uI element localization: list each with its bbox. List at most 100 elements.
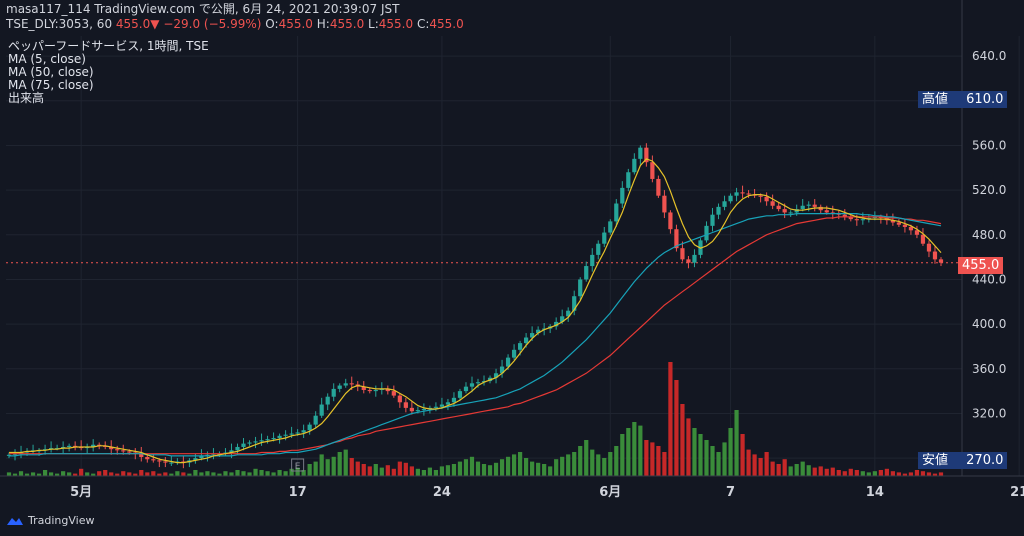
symbol-label[interactable]: TSE_DLY:3053, 60 [6, 17, 113, 31]
candle-body [638, 147, 643, 159]
candle-body [926, 243, 932, 252]
candle [566, 307, 571, 322]
volume-bar [584, 440, 589, 476]
candle-body [463, 386, 469, 392]
volume-bar [608, 452, 613, 476]
legend-volume[interactable]: 出来高 [8, 91, 45, 105]
volume-bar [6, 472, 12, 476]
candle [421, 403, 426, 416]
volume-bar [722, 442, 727, 476]
y-tick-label: 440.0 [972, 272, 1006, 286]
candle-body [692, 254, 697, 263]
volume-bar [373, 464, 378, 476]
candle [253, 436, 258, 449]
x-tick-label: 24 [433, 485, 451, 500]
candle [373, 385, 378, 397]
candle [48, 441, 54, 453]
candle [686, 256, 691, 269]
candle [590, 248, 595, 272]
candle-body [584, 266, 589, 280]
candle-body [331, 388, 336, 397]
candle [79, 440, 84, 451]
close-label: C: [416, 17, 430, 31]
candle-body [842, 214, 847, 217]
volume-bar [542, 464, 547, 476]
volume-bar [289, 468, 294, 476]
candle-body [505, 357, 511, 367]
candle-body [259, 440, 264, 442]
publish-text: masa117_114 TradingView.com で公開, 6月 24, … [6, 2, 400, 16]
volume-bar [938, 472, 944, 476]
grid-lines [6, 36, 1020, 476]
legend-ma75[interactable]: MA (75, close) [8, 78, 94, 92]
candle-body [121, 450, 126, 452]
candle [938, 257, 944, 267]
legend-title[interactable]: ペッパーフードサービス, 1時間, TSE [8, 39, 209, 53]
candle [926, 240, 932, 258]
footer-brand[interactable]: TradingView [6, 514, 94, 527]
candle-body [457, 391, 463, 398]
last-price: 455.0 [115, 17, 151, 31]
volume-bar [668, 362, 673, 476]
volume-bar [890, 471, 895, 476]
volume-bar [716, 452, 721, 476]
candle-body [295, 432, 300, 434]
candle-body [920, 234, 926, 244]
y-tick-label: 520.0 [972, 183, 1006, 197]
volume-bar [169, 473, 174, 476]
volume-bar [103, 470, 108, 476]
volume-bar [223, 471, 228, 476]
candle [920, 228, 926, 246]
candle-body [650, 162, 655, 179]
candle [445, 398, 451, 411]
candle-body [193, 458, 198, 461]
volume-bar [283, 471, 288, 476]
candle-body [656, 178, 661, 196]
volume-bar [319, 454, 324, 476]
last-price-badge: 455.0 [958, 257, 1004, 274]
high-badge-label: 高値 [922, 92, 949, 107]
candle [91, 439, 96, 452]
volume-bar [409, 466, 414, 476]
candle-body [145, 457, 150, 460]
candle-body [932, 251, 938, 260]
candle [199, 449, 204, 461]
close-value: 455.0 [429, 17, 464, 31]
volume-bar [884, 468, 889, 476]
high-label: H: [316, 17, 330, 31]
volume-bar [794, 464, 799, 476]
legend-ma50[interactable]: MA (50, close) [8, 65, 94, 79]
candle [914, 225, 920, 239]
candle [662, 190, 667, 219]
candle-body [313, 415, 318, 425]
candle [596, 240, 601, 260]
candle-body [67, 445, 72, 447]
y-tick-label: 640.0 [972, 49, 1006, 63]
candle-body [421, 408, 426, 411]
candle-body [229, 450, 234, 453]
candle-body [740, 192, 745, 194]
legend-ma5[interactable]: MA (5, close) [8, 52, 86, 66]
candle [788, 210, 793, 217]
candle-body [770, 201, 775, 206]
volume-bar [704, 440, 709, 476]
volume-bar [259, 470, 264, 476]
volume-bar [211, 472, 216, 476]
candle [626, 168, 631, 192]
volume-bar [355, 461, 360, 476]
candle [481, 375, 487, 386]
tradingview-logo-icon [7, 517, 23, 525]
candle [367, 387, 372, 394]
candle-body [800, 205, 805, 210]
volume-bar [277, 470, 282, 476]
candle-body [758, 195, 763, 197]
candle-body [409, 407, 414, 412]
candle-body [704, 225, 709, 241]
volume-bar [578, 446, 583, 476]
volume-bar [151, 471, 156, 476]
candle [451, 392, 457, 407]
volume-bar [548, 466, 553, 476]
candle-body [403, 402, 408, 408]
candle [397, 393, 402, 408]
